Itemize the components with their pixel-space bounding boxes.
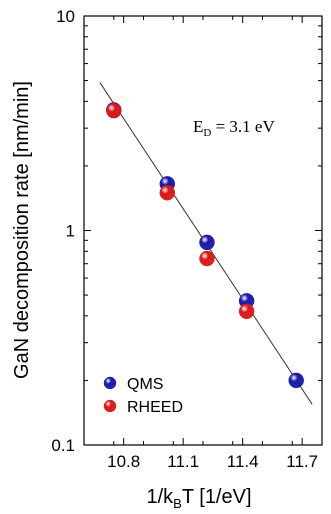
- legend-label-rheed: RHEED: [127, 399, 183, 416]
- x-tick-label: 11.1: [167, 452, 199, 471]
- data-point-rheed: [106, 102, 122, 119]
- energy-annotation: ED = 3.1 eV: [193, 117, 275, 139]
- y-axis-title: GaN decomposition rate [nm/min]: [11, 81, 33, 379]
- axis-ticks: 10.8 11.1 11.4 11.7 0.1 1 10: [51, 7, 323, 471]
- x-tick-label: 11.4: [227, 452, 259, 471]
- data-point-qms: [199, 234, 215, 251]
- plot-frame: [83, 15, 323, 446]
- y-tick-label: 0.1: [51, 436, 75, 455]
- x-axis-title: 1/kBT [1/eV]: [146, 486, 251, 511]
- data-point-rheed: [159, 184, 176, 201]
- data-points: [106, 102, 304, 389]
- legend-label-qms: QMS: [127, 376, 163, 393]
- y-tick-label: 10: [56, 7, 75, 26]
- y-tick-label: 1: [66, 222, 75, 241]
- legend: QMS RHEED: [103, 376, 183, 416]
- legend-marker-qms: [103, 376, 117, 390]
- data-point-qms: [288, 372, 304, 389]
- legend-marker-rheed: [103, 399, 117, 413]
- x-tick-label: 10.8: [107, 452, 140, 471]
- data-point-rheed: [238, 303, 255, 320]
- data-point-rheed: [199, 250, 215, 267]
- x-tick-label: 11.7: [286, 452, 318, 471]
